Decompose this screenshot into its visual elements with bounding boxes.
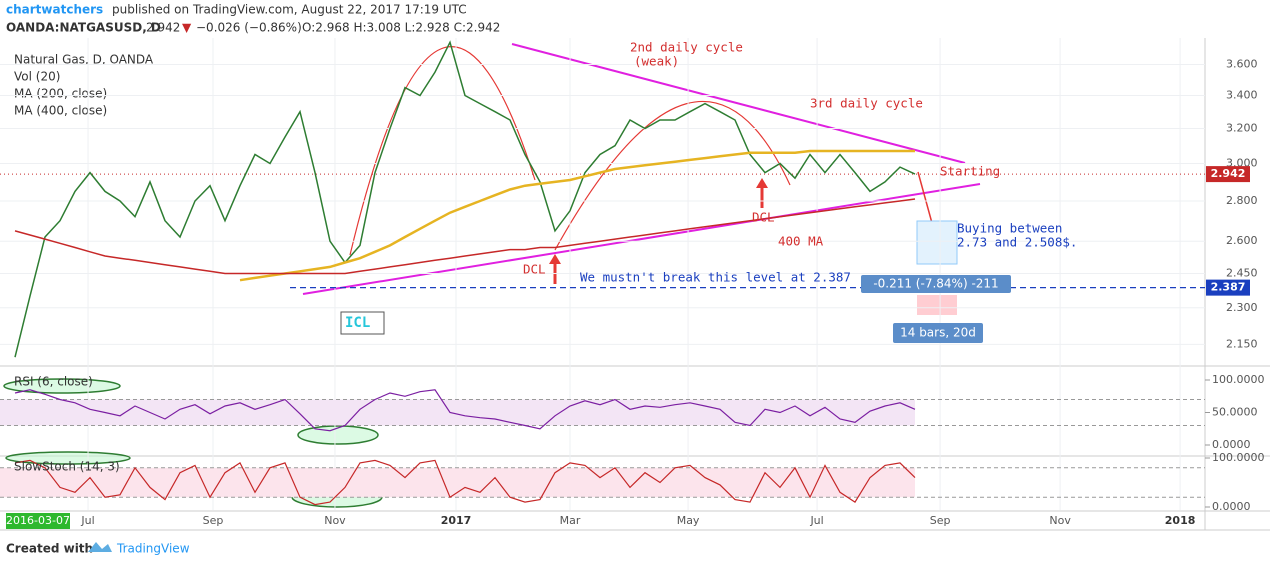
cursor-date: 2016-03-07 [6, 514, 70, 527]
y-tick-label: 2.800 [1226, 194, 1258, 207]
header-bg [0, 0, 1270, 36]
x-tick-label: Mar [560, 514, 581, 527]
cycle-arc [554, 100, 791, 251]
trendline [511, 43, 966, 164]
y-tick-label: 50.0000 [1212, 406, 1258, 419]
oscillator-line [14, 459, 916, 506]
symbol: OANDA:NATGASUSD, D [6, 21, 161, 35]
buy-zone [916, 220, 958, 265]
highlight [5, 451, 131, 465]
bars-label-bg [893, 323, 983, 343]
price-label: 2.942 [1211, 167, 1246, 180]
highlight [297, 425, 379, 445]
x-tick-label: Jul [80, 514, 94, 527]
measure-label-bg [861, 275, 1011, 293]
cycle-arc [349, 46, 536, 256]
icl-box [340, 311, 385, 335]
annotation: 2.73 and 2.508$. [957, 235, 1077, 250]
measure-zone [917, 295, 957, 315]
x-tick-label: 2017 [441, 514, 472, 527]
y-tick-label: 0.0000 [1212, 500, 1251, 513]
annotation: DCL [752, 210, 775, 225]
highlight [3, 378, 121, 394]
moving-average [14, 198, 916, 275]
price-label-bg [1206, 279, 1250, 296]
tv-logo [88, 542, 112, 552]
price-line [14, 40, 916, 358]
annotation: DCL [523, 262, 546, 277]
legend-entry: Vol (20) [14, 70, 60, 84]
x-tick-label: Nov [1049, 514, 1071, 527]
annotation: 3rd daily cycle [810, 96, 923, 111]
last: 2.942 [146, 21, 180, 35]
moving-average [239, 149, 915, 282]
y-tick-label: 3.400 [1226, 89, 1258, 102]
y-tick-label: 2.600 [1226, 234, 1258, 247]
footer-brand[interactable]: TradingView [116, 542, 190, 556]
annotation: 2nd daily cycle [630, 40, 743, 55]
arrow-head [549, 254, 561, 264]
footer-text: Created with [6, 542, 93, 556]
drawings [3, 43, 981, 508]
legend-entry: Natural Gas, D, OANDA [14, 53, 154, 67]
x-tick-label: Nov [324, 514, 346, 527]
y-tick-label: 3.600 [1226, 57, 1258, 70]
y-tick-label: 2.450 [1226, 266, 1258, 279]
pane-title: SlowStoch (14, 3) [14, 460, 120, 474]
trendline [302, 183, 981, 295]
x-tick-label: May [677, 514, 700, 527]
measure-label: -0.211 (-7.84%) -211 [873, 277, 998, 291]
x-tick-label: Sep [930, 514, 951, 527]
y-tick-label: 100.0000 [1212, 373, 1265, 386]
y-tick-label: 2.150 [1226, 337, 1258, 350]
price-label: 2.387 [1211, 281, 1246, 294]
down-arrow: ▼ [182, 21, 192, 35]
price-label-bg [1206, 166, 1250, 183]
oscillator-line [14, 389, 916, 432]
y-tick-label: 100.0000 [1212, 451, 1265, 464]
legend-entry: MA (400, close) [14, 104, 107, 118]
annotation: 400 MA [778, 234, 824, 249]
y-tick-label: 3.200 [1226, 121, 1258, 134]
author[interactable]: chartwatchers [6, 3, 103, 17]
cursor-date-bg [6, 513, 70, 529]
x-tick-label: Sep [203, 514, 224, 527]
x-tick-label: 2018 [1165, 514, 1196, 527]
annotation: Starting [940, 164, 1000, 179]
ohlc: O:2.968 H:3.008 L:2.928 C:2.942 [302, 21, 500, 35]
annotation: Buying between [957, 221, 1062, 236]
y-tick-label: 0.0000 [1212, 438, 1251, 451]
legend-entry: MA (200, close) [14, 87, 107, 101]
y-tick-label: 2.300 [1226, 301, 1258, 314]
pane-title: RSI (6, close) [14, 375, 93, 389]
arrow-head [756, 178, 768, 188]
marks: 3.6003.4003.2003.0002.8002.6002.4502.300… [0, 38, 1265, 527]
x-tick-label: Jul [809, 514, 823, 527]
annotation: ICL [345, 315, 370, 331]
change: −0.026 (−0.86%) [196, 21, 302, 35]
published: published on TradingView.com, August 22,… [112, 3, 467, 17]
bars-label: 14 bars, 20d [900, 326, 976, 340]
annotation: (weak) [634, 54, 679, 69]
annotation: We mustn't break this level at 2.387 [580, 270, 851, 285]
